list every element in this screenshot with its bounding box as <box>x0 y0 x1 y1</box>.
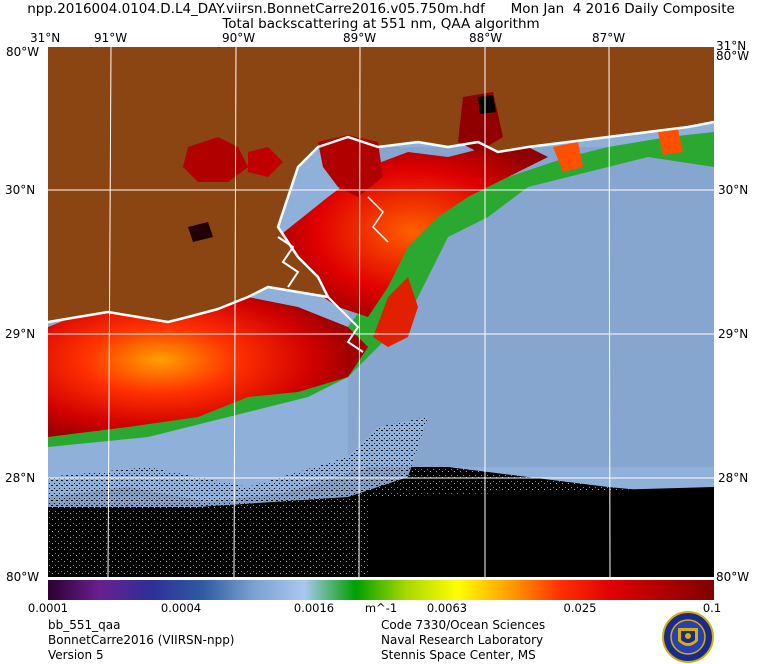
corner-right-top: 80°W <box>716 49 750 63</box>
colorbar-tick-4: 0.025 <box>563 601 597 615</box>
lat-corner-top-right: 31°N <box>716 39 747 53</box>
lon-label-90w: 90°W <box>222 31 256 45</box>
colorbar-tick-5: 0.1 <box>702 601 722 615</box>
info-right: Code 7330/Ocean Sciences Naval Research … <box>381 618 545 663</box>
lat-label-29n-right: 29°N <box>718 327 749 341</box>
lon-label-88w: 88°W <box>469 31 503 45</box>
lat-label-30n-right: 30°N <box>718 183 749 197</box>
lon-label-91w: 91°W <box>94 31 128 45</box>
lon-label-87w: 87°W <box>592 31 626 45</box>
org-location: Stennis Space Center, MS <box>381 648 536 662</box>
lat-corner-top-left: 31°N <box>30 31 61 45</box>
lat-label-28n-right: 28°N <box>718 471 749 485</box>
lat-label-29n-left: 29°N <box>5 327 36 341</box>
corner-left-top: 80°W <box>6 45 40 59</box>
colorbar-unit: m^-1 <box>364 601 398 615</box>
corner-right-bottom: 80°W <box>716 570 750 584</box>
header-filename: npp.2016004.0104.D.L4_DAY.viirsn.BonnetC… <box>27 1 735 17</box>
org-code: Code 7330/Ocean Sciences <box>381 618 546 632</box>
info-left: bb_551_qaa BonnetCarre2016 (VIIRSN-npp) … <box>48 618 235 663</box>
org-name: Naval Research Laboratory <box>381 633 544 647</box>
colorbar-tick-2: 0.0016 <box>293 601 335 615</box>
header-product-title: Total backscattering at 551 nm, QAA algo… <box>222 16 540 32</box>
corner-left-bottom: 80°W <box>6 570 40 584</box>
product-name: bb_551_qaa <box>48 618 121 632</box>
colorbar <box>48 580 714 600</box>
lat-label-30n-left: 30°N <box>5 183 36 197</box>
colorbar-tick-0: 0.0001 <box>27 601 69 615</box>
nrl-seal-icon <box>662 611 714 663</box>
lat-label-28n-left: 28°N <box>5 471 36 485</box>
dataset-name: BonnetCarre2016 (VIIRSN-npp) <box>48 633 235 647</box>
lon-label-89w: 89°W <box>343 31 377 45</box>
version-label: Version 5 <box>48 648 104 662</box>
colorbar-tick-1: 0.0004 <box>160 601 202 615</box>
backscatter-map <box>48 47 714 577</box>
colorbar-tick-3: 0.0063 <box>426 601 468 615</box>
